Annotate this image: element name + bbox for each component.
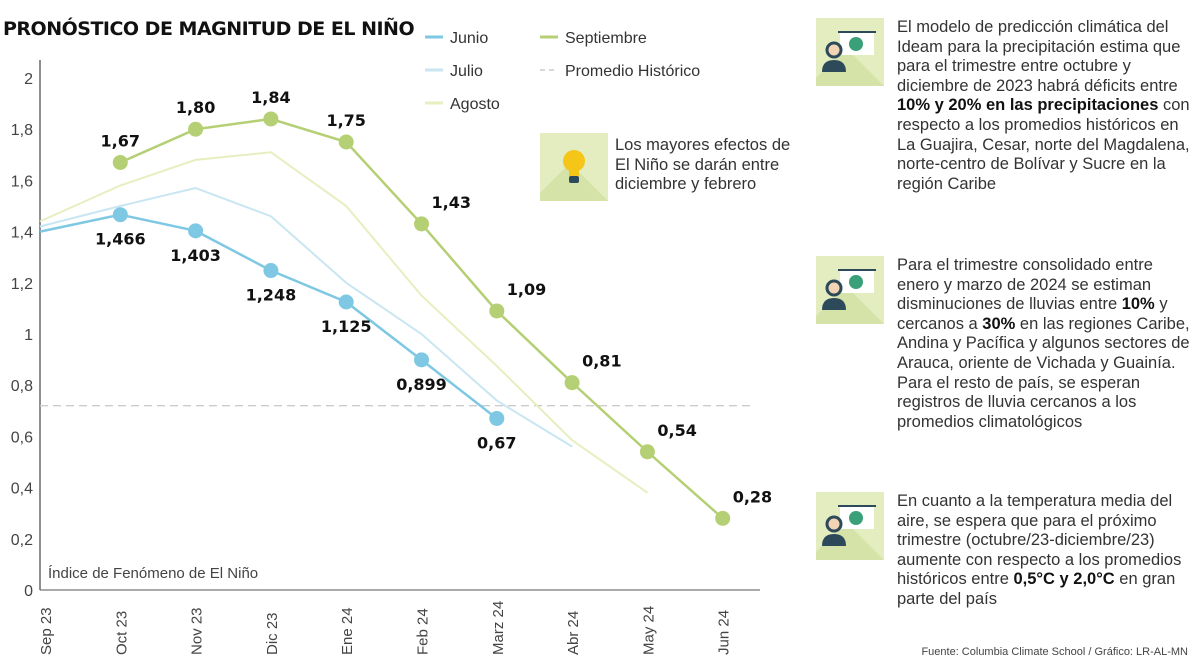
legend-label: Promedio Histórico bbox=[565, 63, 700, 80]
note-text: en las regiones Caribe, Andina y Pacífic… bbox=[897, 314, 1190, 431]
data-label: 0,28 bbox=[733, 487, 772, 506]
data-label: 0,899 bbox=[396, 375, 447, 394]
x-tick-label: Jun 24 bbox=[716, 610, 733, 655]
data-point bbox=[489, 303, 505, 319]
note-text: El modelo de predicción climática del Id… bbox=[897, 18, 1181, 95]
data-label: 1,09 bbox=[507, 280, 546, 299]
data-point bbox=[188, 223, 204, 239]
y-tick-label: 0,6 bbox=[11, 429, 33, 446]
note-text: con respecto a los promedios históricos … bbox=[897, 96, 1190, 193]
y-tick-label: 0,2 bbox=[11, 532, 33, 549]
legend-label: Junio bbox=[450, 30, 488, 47]
info-note: El modelo de predicción climática del Id… bbox=[897, 18, 1197, 194]
chart-title: PRONÓSTICO DE MAGNITUD DE EL NIÑO bbox=[3, 18, 415, 40]
data-label: 1,466 bbox=[95, 230, 146, 249]
series-line-julio bbox=[39, 187, 573, 448]
data-point bbox=[338, 134, 354, 150]
data-label: 1,248 bbox=[246, 286, 297, 305]
presenter-globe-icon bbox=[816, 256, 884, 324]
data-point bbox=[263, 263, 279, 279]
data-label: 1,43 bbox=[432, 193, 471, 212]
y-tick-label: 2 bbox=[24, 71, 33, 88]
note-highlight: 10% y 20% en las precipitaciones bbox=[897, 96, 1159, 115]
data-label: 0,54 bbox=[657, 421, 696, 440]
data-point bbox=[414, 216, 429, 232]
x-tick-label: Oct 23 bbox=[113, 611, 130, 655]
data-point bbox=[112, 207, 128, 223]
legend-label: Agosto bbox=[450, 96, 500, 113]
data-point bbox=[338, 294, 354, 310]
y-tick-label: 0 bbox=[24, 583, 33, 600]
legend-label: Septiembre bbox=[565, 30, 647, 47]
y-tick-label: 1,6 bbox=[11, 173, 33, 190]
x-tick-label: May 24 bbox=[640, 606, 657, 655]
info-note: En cuanto a la temperatura media del air… bbox=[897, 492, 1197, 610]
y-tick-label: 1,8 bbox=[11, 122, 33, 139]
data-label: 1,75 bbox=[326, 111, 365, 130]
note-text: Para el trimestre consolidado entre ener… bbox=[897, 256, 1153, 314]
data-label: 1,67 bbox=[101, 131, 140, 150]
x-tick-label: Abr 24 bbox=[565, 611, 582, 655]
callout-text: Los mayores efectos de El Niño se darán … bbox=[615, 136, 791, 194]
series-line-agosto bbox=[39, 151, 648, 494]
note-text: En cuanto a la temperatura media del air… bbox=[897, 492, 1182, 589]
data-point bbox=[414, 352, 429, 368]
y-tick-label: 1 bbox=[24, 327, 33, 344]
data-point bbox=[188, 121, 204, 137]
x-tick-label: Nov 23 bbox=[189, 607, 206, 655]
data-point bbox=[639, 444, 655, 460]
data-label: 0,67 bbox=[477, 433, 516, 452]
info-note: Para el trimestre consolidado entre ener… bbox=[897, 256, 1197, 432]
data-point bbox=[715, 510, 731, 526]
data-label: 0,81 bbox=[582, 352, 621, 371]
x-tick-label: Sep 23 bbox=[38, 607, 55, 655]
lightbulb-icon bbox=[540, 133, 608, 201]
presenter-globe-icon bbox=[816, 18, 884, 86]
y-tick-label: 0,4 bbox=[11, 481, 33, 498]
data-point bbox=[564, 375, 580, 391]
data-point bbox=[112, 154, 128, 170]
data-label: 1,84 bbox=[251, 88, 290, 107]
note-text: y cercanos a bbox=[897, 295, 1168, 333]
y-axis-label: Índice de Fenómeno de El Niño bbox=[48, 565, 258, 582]
x-tick-label: Dic 23 bbox=[264, 612, 281, 655]
legend-label: Julio bbox=[450, 63, 483, 80]
note-highlight: 0,5°C y 2,0°C bbox=[1013, 570, 1115, 589]
note-highlight: 10% bbox=[1121, 295, 1155, 314]
y-tick-label: 0,8 bbox=[11, 378, 33, 395]
source-credit: Fuente: Columbia Climate School / Gráfic… bbox=[921, 646, 1188, 658]
presenter-globe-icon bbox=[816, 492, 884, 560]
y-tick-label: 1,4 bbox=[11, 225, 33, 242]
data-point bbox=[263, 111, 279, 127]
data-point bbox=[489, 410, 505, 426]
data-label: 1,403 bbox=[170, 246, 221, 265]
data-label: 1,80 bbox=[176, 98, 215, 117]
data-label: 1,125 bbox=[321, 317, 372, 336]
x-tick-label: Ene 24 bbox=[339, 607, 356, 655]
y-tick-label: 1,2 bbox=[11, 276, 33, 293]
note-text: en gran parte del país bbox=[897, 570, 1176, 608]
x-tick-label: Feb 24 bbox=[415, 608, 432, 655]
x-tick-label: Marz 24 bbox=[490, 601, 507, 655]
note-highlight: 30% bbox=[982, 314, 1016, 333]
